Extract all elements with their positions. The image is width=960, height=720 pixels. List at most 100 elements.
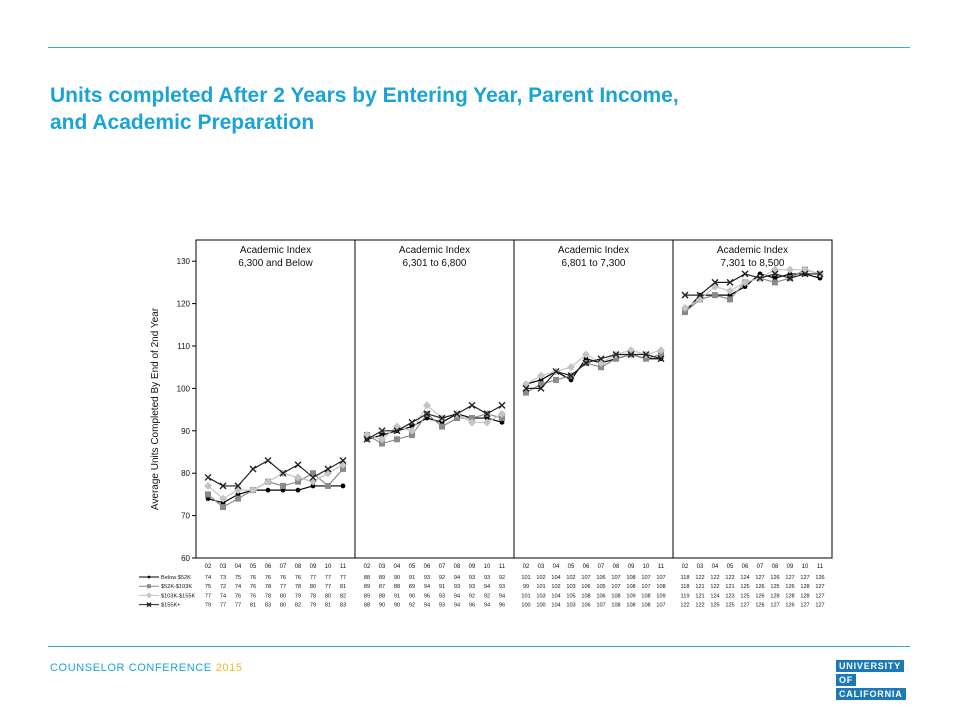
panel-4-series-4-point-04 <box>711 278 719 286</box>
panel-2-series-4-point-10 <box>483 410 491 418</box>
panel-2-series-2-point-08 <box>454 415 460 422</box>
panel-4-series-1-point-06 <box>742 284 748 290</box>
panel-2-series-4-point-09 <box>468 401 476 409</box>
panel-1-series-3-point-06 <box>264 477 272 486</box>
legend-marker-2 <box>147 584 151 589</box>
panel-2-series-4-point-08 <box>453 410 461 418</box>
panel-1-series-4-value-03: 77 <box>220 603 226 609</box>
panel-2-series-2-value-07: 91 <box>439 584 445 590</box>
panel-3-series-1-value-06: 107 <box>581 575 590 581</box>
panel-4-series-4-point-02 <box>681 291 689 299</box>
panel-4-x-tick-11: 11 <box>817 564 824 570</box>
panel-1-series-2-point-04 <box>235 495 241 502</box>
panel-4-series-3-value-06: 125 <box>740 593 749 599</box>
panel-2-series-2-point-07 <box>439 423 445 430</box>
panel-2-x-tick-07: 07 <box>439 564 446 570</box>
panel-1-series-3-value-06: 78 <box>265 593 271 599</box>
panel-3-series-3-value-11: 109 <box>656 593 665 599</box>
panel-4-series-2-value-02: 118 <box>681 584 690 590</box>
panel-4-series-1-value-11: 126 <box>815 575 824 581</box>
panel-4-series-4-value-10: 127 <box>800 603 809 609</box>
panel-2-series-1-point-10 <box>484 415 490 421</box>
panel-4-series-4-point-07 <box>756 274 764 282</box>
panel-1-x-tick-06: 06 <box>265 564 272 570</box>
panel-2-series-4-value-04: 90 <box>394 603 400 609</box>
y-tick-label-130: 130 <box>177 257 191 266</box>
panel-2-series-3-value-10: 92 <box>484 593 490 599</box>
panel-3-x-tick-11: 11 <box>658 564 665 570</box>
slide-title-line-2: and Academic Preparation <box>50 111 315 134</box>
panel-1-series-2-line <box>207 468 344 508</box>
panel-2-x-tick-02: 02 <box>364 564 371 570</box>
panel-2-series-4-value-05: 92 <box>409 603 415 609</box>
panel-4-series-2-point-05 <box>727 296 733 303</box>
panel-4-series-1-value-04: 122 <box>710 575 719 581</box>
panel-4-series-3-value-10: 128 <box>800 593 809 599</box>
panel-4-series-1-point-09 <box>787 271 793 277</box>
panel-3-series-4-value-06: 106 <box>581 603 590 609</box>
panel-3-series-1-value-08: 107 <box>611 575 620 581</box>
panel-3-series-1-value-05: 102 <box>566 575 575 581</box>
panel-4-series-1-point-05 <box>727 292 733 298</box>
panel-3-x-tick-10: 10 <box>643 564 650 570</box>
panel-3-series-3-point-05 <box>567 363 575 372</box>
panel-1-series-4-point-02 <box>204 473 212 481</box>
panel-1-series-1-value-08: 76 <box>295 575 301 581</box>
panel-2-series-3-point-09 <box>468 418 476 427</box>
panel-1-series-3-point-03 <box>219 494 227 503</box>
panel-3-series-2-value-06: 106 <box>581 584 590 590</box>
panel-2-series-1-value-03: 89 <box>379 575 385 581</box>
panel-3-series-4-line <box>526 353 662 389</box>
panel-1-x-tick-11: 11 <box>340 564 347 570</box>
panel-3-series-4-point-04 <box>552 367 560 375</box>
panel-4-series-4-point-08 <box>771 270 779 278</box>
footer-conference-text: COUNSELOR CONFERENCE <box>50 662 212 674</box>
panel-3-series-4-point-09 <box>627 350 635 358</box>
panel-2-series-4-point-03 <box>378 427 386 435</box>
panel-2-series-2-value-03: 87 <box>379 584 385 590</box>
panel-3-series-4-value-07: 107 <box>596 603 605 609</box>
panel-3-series-2-point-03 <box>538 381 544 388</box>
panel-3-series-1-point-03 <box>538 377 544 383</box>
panel-4-series-1-value-10: 127 <box>800 575 809 581</box>
legend-marker-3 <box>146 592 152 599</box>
panel-2-series-3-point-06 <box>423 401 431 410</box>
panel-3-series-2-point-08 <box>613 355 619 362</box>
panel-3-series-4-value-02: 100 <box>521 603 530 609</box>
panel-2-series-1-point-07 <box>439 419 445 425</box>
panel-2-series-4-point-07 <box>438 414 446 422</box>
panel-1-x-tick-09: 09 <box>310 564 317 570</box>
panel-4-series-1-line <box>684 273 821 313</box>
panel-2-series-3-value-05: 90 <box>409 593 415 599</box>
panel-1-series-4-point-08 <box>294 461 302 469</box>
panel-4-series-3-value-04: 124 <box>710 593 719 599</box>
panel-1-series-3-point-02 <box>204 481 212 490</box>
logo-line-of: OF <box>836 674 857 686</box>
panel-1-series-4-value-08: 82 <box>295 603 301 609</box>
panel-1-series-1-point-06 <box>265 487 271 493</box>
panel-1-series-2-value-02: 75 <box>205 584 211 590</box>
panel-1-series-4-value-09: 79 <box>310 603 316 609</box>
panel-2-series-3-value-11: 94 <box>499 593 505 599</box>
legend-label-4: $155K+ <box>161 603 180 609</box>
panel-3-series-1-value-09: 108 <box>626 575 635 581</box>
y-tick-label-80: 80 <box>181 469 190 478</box>
y-tick-label-70: 70 <box>181 512 190 521</box>
panel-4-series-3-value-02: 119 <box>681 593 690 599</box>
panel-2-series-4-value-09: 96 <box>469 603 475 609</box>
panel-2-series-3-point-05 <box>408 426 416 435</box>
panel-2-series-1-point-11 <box>499 419 505 425</box>
panel-4-series-2-point-08 <box>772 279 778 286</box>
logo-line-university: UNIVERSITY <box>836 660 905 672</box>
panel-3-series-2-value-09: 108 <box>626 584 635 590</box>
panel-2-x-tick-11: 11 <box>499 564 506 570</box>
legend-label-3: $103K-$155K <box>161 593 195 599</box>
panel-4-series-2-value-05: 121 <box>725 584 734 590</box>
panel-1-series-3-point-09 <box>309 477 317 486</box>
panel-2-x-tick-06: 06 <box>424 564 431 570</box>
y-tick-label-90: 90 <box>181 427 190 436</box>
panel-1-series-4-point-03 <box>219 482 227 490</box>
panel-1-series-2-point-07 <box>280 482 286 489</box>
panel-1-series-2-point-08 <box>295 478 301 485</box>
panel-1-series-4-point-04 <box>234 482 242 490</box>
